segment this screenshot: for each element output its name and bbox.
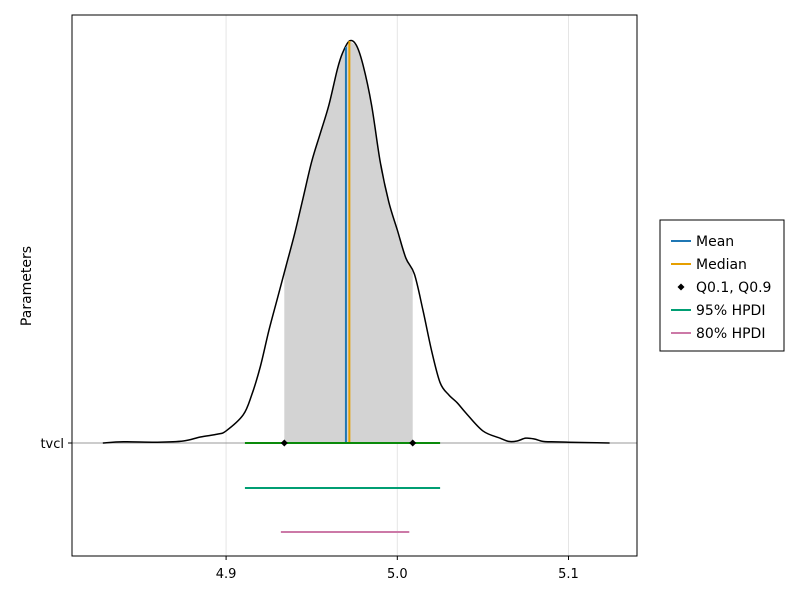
x-tick-label-0: 4.9 [216, 567, 237, 582]
plot-frame [71, 14, 638, 557]
x-tick-label-2: 5.1 [558, 567, 579, 582]
summary-statistics [244, 41, 441, 533]
y-tick-label-tvcl: tvcl [40, 437, 64, 452]
legend-label-4: 80% HPDI [696, 326, 765, 342]
quantile-marker-q10 [280, 439, 288, 447]
y-axis-label: Parameters [19, 246, 35, 326]
legend-label-0: Mean [696, 234, 734, 250]
density-curve [102, 39, 610, 444]
density-curve-group [102, 39, 610, 444]
legend: Mean Median Q0.1, Q0.9 95% HPDI 80% HPDI [659, 219, 785, 352]
legend-marker-2 [677, 283, 685, 291]
legend-label-1: Median [696, 257, 747, 273]
axes: 4.9 5.0 5.1 tvcl [40, 437, 578, 582]
legend-label-3: 95% HPDI [696, 303, 765, 319]
legend-label-2: Q0.1, Q0.9 [696, 280, 771, 296]
quantile-marker-q90 [409, 439, 417, 447]
x-tick-label-1: 5.0 [387, 567, 408, 582]
